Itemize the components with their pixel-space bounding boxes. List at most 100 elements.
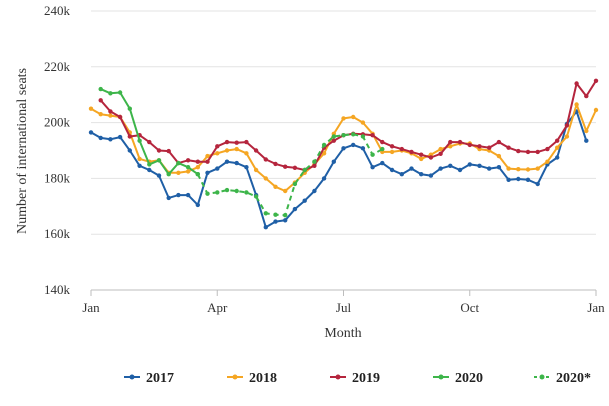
data-point <box>224 139 230 145</box>
y-tick-label: 140k <box>44 282 71 297</box>
data-point <box>283 188 288 194</box>
legend-item: 2020 <box>433 371 483 386</box>
data-point <box>215 190 220 195</box>
data-point <box>516 176 521 182</box>
series-line <box>99 80 597 171</box>
data-point <box>409 166 414 171</box>
data-point <box>487 166 492 171</box>
data-point <box>584 128 589 134</box>
legend-marker <box>438 374 444 380</box>
data-point <box>331 138 336 143</box>
data-point <box>516 167 521 172</box>
data-point <box>380 139 385 145</box>
data-point <box>399 172 404 177</box>
data-point <box>370 165 375 170</box>
data-point <box>467 162 472 167</box>
data-point <box>273 161 278 167</box>
y-axis: 140k 160k 180k 200k 220k 240k <box>44 3 71 297</box>
series-2017 <box>88 109 589 230</box>
data-point <box>195 165 200 170</box>
data-point <box>351 132 356 137</box>
data-point <box>312 159 317 164</box>
data-point <box>156 148 162 153</box>
series-line <box>90 110 588 229</box>
data-point <box>312 163 317 168</box>
series-2020-star <box>195 132 385 218</box>
data-point <box>321 151 327 156</box>
series-lines <box>88 78 599 230</box>
data-point <box>380 146 385 152</box>
x-tick-label: Oct <box>460 300 479 315</box>
data-point <box>360 134 366 139</box>
legend-label: 2020 <box>455 371 483 386</box>
x-tick-label: Jul <box>336 300 352 315</box>
x-tick-label: Jan <box>82 300 100 315</box>
series-2020 <box>98 86 200 177</box>
data-point <box>341 116 346 121</box>
data-point <box>205 153 210 159</box>
data-point <box>321 176 327 181</box>
data-point <box>263 225 268 230</box>
data-point <box>564 123 570 128</box>
data-point <box>244 139 249 145</box>
data-point <box>351 114 356 120</box>
data-point <box>457 139 463 145</box>
data-point <box>477 163 482 168</box>
legend-label: 2019 <box>352 371 380 386</box>
data-point <box>273 219 278 224</box>
data-point <box>283 218 288 223</box>
x-tick-label: Jan <box>587 300 605 315</box>
data-point <box>448 163 453 168</box>
data-point <box>331 134 336 139</box>
data-point <box>263 157 268 162</box>
data-point <box>321 142 327 148</box>
x-tick-label: Apr <box>207 300 228 315</box>
data-point <box>185 158 191 163</box>
data-point <box>302 167 307 173</box>
data-point <box>312 188 317 194</box>
data-point <box>419 156 424 162</box>
data-point <box>234 160 239 166</box>
data-point <box>370 133 375 138</box>
data-point <box>516 148 521 154</box>
data-point <box>117 90 123 95</box>
data-point <box>185 169 191 174</box>
data-point <box>117 114 123 120</box>
data-point <box>108 91 113 96</box>
data-point <box>341 146 346 151</box>
data-point <box>584 138 589 143</box>
data-point <box>525 167 531 172</box>
data-point <box>438 151 443 156</box>
data-point <box>428 173 434 178</box>
data-point <box>467 142 472 148</box>
legend-item: 2017 <box>124 371 174 386</box>
data-point <box>360 120 366 125</box>
x-axis: Jan Apr Jul Oct Jan <box>82 290 605 315</box>
data-point <box>176 170 181 175</box>
data-point <box>457 167 463 173</box>
data-point <box>98 135 103 141</box>
data-point <box>555 155 560 160</box>
data-point <box>506 145 511 150</box>
data-point <box>108 109 113 114</box>
data-point <box>438 146 443 152</box>
data-point <box>117 134 123 140</box>
data-point <box>156 158 162 163</box>
data-point <box>108 137 113 142</box>
legend-label: 2020* <box>556 371 591 386</box>
data-point <box>273 212 278 217</box>
data-point <box>283 213 288 218</box>
data-point <box>137 156 142 162</box>
data-point <box>555 138 560 143</box>
data-point <box>535 181 540 187</box>
data-point <box>98 86 103 92</box>
data-point <box>147 167 152 173</box>
legend-label: 2018 <box>249 371 277 386</box>
y-axis-title: Number of international seats <box>15 68 30 234</box>
legend-item: 2020* <box>534 371 591 386</box>
data-point <box>205 191 210 196</box>
data-point <box>438 166 443 171</box>
grid-lines <box>91 10 596 291</box>
data-point <box>166 172 171 177</box>
